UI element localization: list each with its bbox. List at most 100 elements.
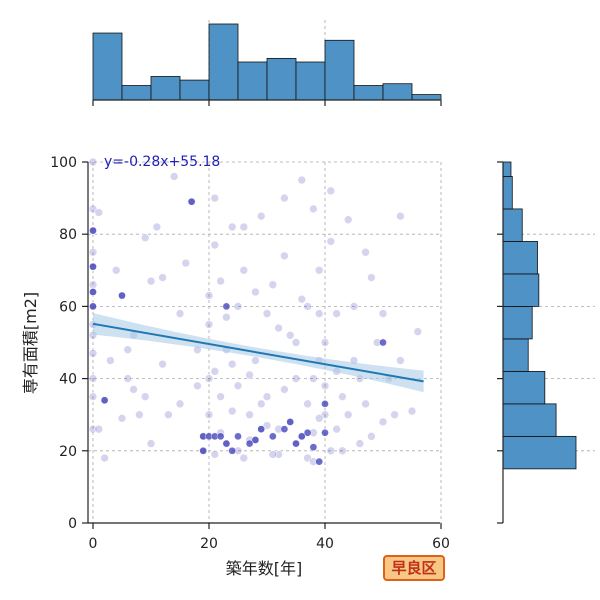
scatter-point-dense xyxy=(199,446,208,455)
scatter-point xyxy=(367,432,376,441)
scatter-point xyxy=(210,193,220,203)
top-histogram-bar xyxy=(353,85,384,101)
scatter-point-dense xyxy=(118,291,126,300)
scatter-point xyxy=(268,280,278,290)
scatter-point xyxy=(140,233,150,243)
scatter-point xyxy=(314,309,324,318)
scatter-point xyxy=(320,381,330,391)
scatter-point xyxy=(204,320,214,329)
scatter-point xyxy=(88,157,98,167)
top-histogram-bar xyxy=(411,94,442,101)
scatter-point xyxy=(158,359,167,369)
scatter-point xyxy=(268,450,278,459)
scatter-point xyxy=(169,172,179,181)
scatter-point xyxy=(146,439,156,448)
scatter-point xyxy=(175,399,185,409)
scatter-point-dense xyxy=(234,432,242,441)
scatter-point-dense xyxy=(245,439,254,448)
scatter-point xyxy=(227,359,237,369)
scatter-point xyxy=(262,392,272,401)
top-histogram-bar xyxy=(382,83,413,101)
scatter-point xyxy=(245,410,254,420)
scatter-point xyxy=(314,414,324,423)
top-histogram-bar xyxy=(208,23,239,101)
right-histogram-bar xyxy=(502,208,523,242)
scatter-point xyxy=(332,424,341,434)
scatter-point xyxy=(262,309,272,318)
y-tick-label: 100 xyxy=(50,155,77,171)
scatter-point xyxy=(256,399,266,409)
scatter-point xyxy=(378,417,388,427)
top-histogram-bar xyxy=(295,61,326,101)
scatter-point xyxy=(251,356,260,365)
scatter-point xyxy=(332,309,341,318)
scatter-point-dense xyxy=(187,197,196,206)
scatter-point xyxy=(378,309,388,318)
right-histogram-bar xyxy=(502,370,546,405)
top-histogram-bar xyxy=(121,85,152,101)
y-tick-label: 80 xyxy=(59,227,77,243)
scatter-point-dense xyxy=(379,338,387,347)
scatter-point xyxy=(326,237,336,246)
region-badge: 早良区 xyxy=(383,555,445,581)
scatter-point xyxy=(280,385,289,394)
scatter-point-dense xyxy=(222,439,231,448)
scatter-point xyxy=(349,302,359,311)
scatter-point xyxy=(227,406,237,416)
y-tick-label: 20 xyxy=(59,444,77,460)
regression-line xyxy=(92,322,424,383)
scatter-point xyxy=(146,276,156,286)
scatter-point xyxy=(291,338,301,347)
scatter-point xyxy=(239,222,249,232)
scatter-point xyxy=(407,406,417,416)
scatter-point xyxy=(297,294,307,304)
scatter-point xyxy=(233,302,243,311)
scatter-point-dense xyxy=(89,288,97,296)
scatter-point xyxy=(181,258,191,268)
scatter-point xyxy=(210,450,220,459)
top-histogram-bar xyxy=(266,57,297,101)
scatter-point xyxy=(239,453,249,463)
scatter-point xyxy=(111,265,121,275)
scatter-point-dense xyxy=(297,432,306,441)
right-histogram-bar xyxy=(502,403,557,437)
scatter-point xyxy=(204,410,214,420)
scatter-point-dense xyxy=(257,425,266,433)
scatter-point xyxy=(210,240,220,250)
scatter-point xyxy=(222,312,231,322)
right-histogram-bar xyxy=(502,435,577,470)
scatter-point xyxy=(193,381,202,391)
scatter-point xyxy=(88,392,98,401)
scatter-point xyxy=(338,392,347,401)
scatter-point xyxy=(88,280,98,290)
scatter-point-dense xyxy=(303,428,312,437)
top-histogram-bar xyxy=(150,76,181,101)
right-histogram-bar xyxy=(502,176,513,210)
scatter-point xyxy=(94,208,104,217)
scatter-point xyxy=(390,410,399,420)
scatter-point xyxy=(285,330,295,340)
scatter-point xyxy=(280,251,289,261)
scatter-point xyxy=(164,410,173,420)
scatter-point-dense xyxy=(89,226,97,235)
scatter-point xyxy=(204,374,214,383)
right-histogram xyxy=(497,161,595,524)
scatter-point-dense xyxy=(321,428,329,437)
scatter-point-dense xyxy=(100,396,109,405)
scatter-point xyxy=(216,276,225,286)
scatter-point xyxy=(158,273,167,282)
scatter-point xyxy=(140,392,150,401)
scatter-point xyxy=(256,211,266,221)
scatter-point-dense xyxy=(309,443,318,452)
scatter-point xyxy=(152,222,162,232)
scatter-point xyxy=(129,385,138,394)
scatter-point xyxy=(309,374,318,383)
scatter-point xyxy=(88,374,98,383)
y-tick-label: 0 xyxy=(68,516,77,532)
scatter-point xyxy=(117,414,127,423)
y-tick-label: 60 xyxy=(59,299,77,315)
scatter-point xyxy=(396,211,405,221)
scatter-point xyxy=(291,374,301,383)
scatter-point xyxy=(135,410,144,420)
scatter-point-dense xyxy=(89,262,97,271)
